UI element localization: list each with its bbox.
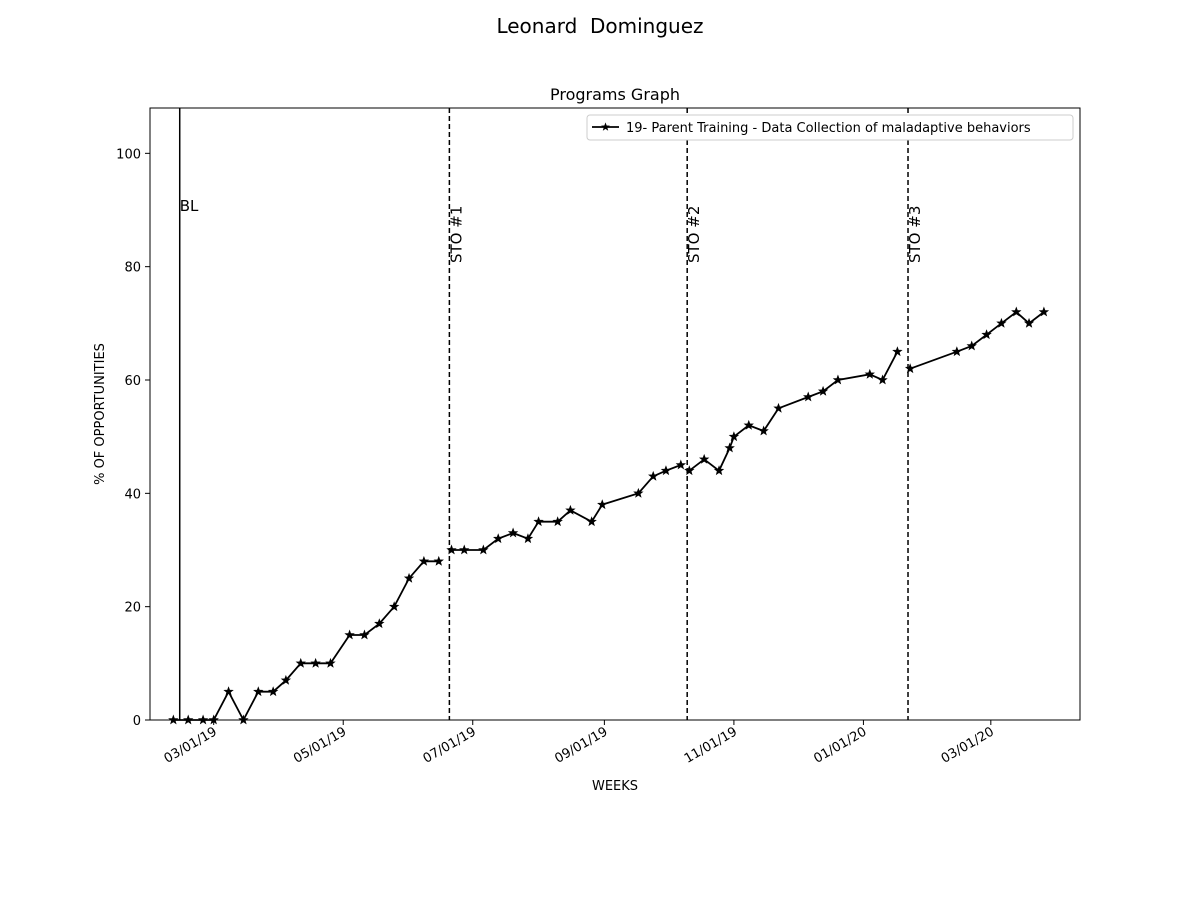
data-point (904, 363, 916, 374)
x-tick-label: 09/01/19 (552, 724, 610, 766)
data-point (713, 465, 725, 476)
data-point (267, 686, 279, 697)
phase-label: STO #1 (447, 206, 465, 263)
data-point (892, 346, 903, 357)
data-point (803, 391, 814, 402)
y-tick-label: 60 (124, 374, 141, 389)
data-point (684, 465, 695, 476)
data-point (1023, 317, 1035, 328)
x-tick-label: 07/01/19 (421, 724, 479, 766)
data-point (864, 368, 875, 379)
data-point (403, 572, 415, 583)
data-point (996, 317, 1007, 328)
legend-label: 19- Parent Training - Data Collection of… (626, 121, 1031, 136)
data-point (533, 516, 544, 527)
x-axis-label: WEEKS (592, 779, 638, 794)
data-point (597, 499, 608, 510)
x-tick-label: 01/01/20 (811, 724, 869, 766)
y-tick-label: 80 (124, 261, 141, 276)
data-point (459, 544, 470, 555)
data-point (1038, 306, 1050, 317)
phase-label: BL (180, 197, 199, 215)
data-point (832, 374, 844, 385)
x-tick-label: 11/01/19 (682, 724, 740, 766)
series-layer (168, 306, 1050, 725)
data-point (966, 340, 977, 351)
axes-layer: 0 20 40 60 80 100 03/01/19 05/01/19 07/01/19 09/0… (116, 107, 1081, 767)
data-point (817, 385, 829, 396)
data-point (660, 465, 672, 476)
x-tick-label: 05/01/19 (291, 724, 349, 766)
data-point (981, 329, 992, 340)
data-point (552, 516, 563, 527)
series-line (909, 310, 1045, 370)
data-point (418, 555, 430, 566)
phase-label: STO #3 (906, 206, 924, 263)
y-tick-label: 20 (124, 601, 141, 616)
data-point (280, 674, 292, 685)
data-point (758, 425, 769, 436)
data-point (344, 629, 355, 640)
data-point (374, 618, 385, 629)
legend-box (586, 114, 1074, 141)
series-line (173, 560, 439, 722)
data-point (675, 459, 687, 470)
data-point (507, 527, 519, 538)
data-point (633, 487, 644, 498)
data-point (388, 601, 400, 612)
data-point (773, 402, 784, 413)
data-point (565, 504, 576, 515)
data-point (359, 629, 370, 640)
figure-title: Leonard Dominguez (496, 14, 704, 38)
data-point (698, 453, 710, 464)
data-point (586, 516, 597, 527)
data-point (724, 442, 735, 453)
data-point (877, 374, 888, 385)
x-tick-label: 03/01/19 (162, 724, 220, 766)
x-tick-label: 03/01/20 (939, 724, 997, 766)
data-point (493, 533, 504, 544)
y-tick-label: 100 (116, 147, 141, 162)
phase-lines-layer: BL STO #1 STO #2 STO #3 (178, 108, 924, 720)
series-line (688, 351, 899, 473)
data-point (728, 431, 740, 442)
legend: 19- Parent Training - Data Collection of… (586, 114, 1074, 141)
data-point (743, 419, 754, 430)
data-point (253, 686, 264, 697)
data-point (951, 346, 963, 357)
y-tick-label: 40 (124, 487, 141, 502)
plot-frame (149, 107, 1081, 721)
data-point (223, 686, 234, 697)
data-point (310, 657, 321, 668)
plot-title: Programs Graph (550, 85, 680, 104)
data-point (1011, 306, 1022, 317)
data-point (446, 544, 457, 555)
data-point (325, 657, 336, 668)
data-point (522, 533, 534, 544)
data-point (478, 544, 489, 555)
y-tick-label: 0 (133, 714, 141, 729)
data-point (433, 555, 444, 566)
series-line (451, 464, 682, 551)
data-point (295, 657, 306, 668)
y-axis-label: % OF OPPORTUNITIES (93, 343, 108, 485)
phase-label: STO #2 (685, 206, 703, 263)
legend-marker (601, 122, 610, 131)
data-point (648, 470, 659, 481)
